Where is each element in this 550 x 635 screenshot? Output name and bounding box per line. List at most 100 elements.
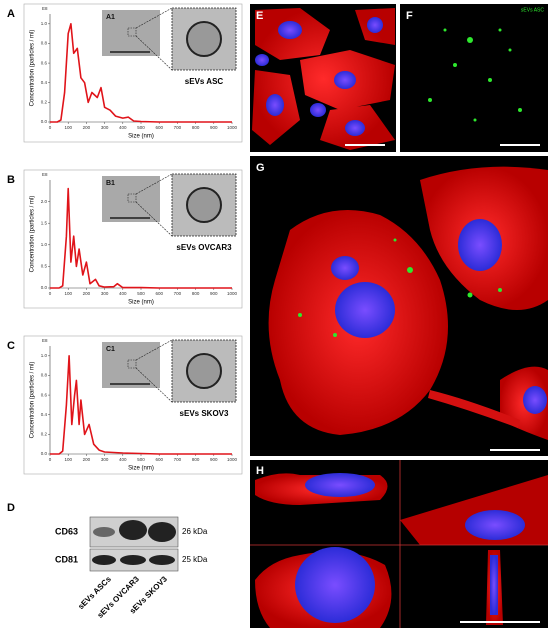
x-tick-label: 200 (83, 291, 91, 296)
x-tick-label: 200 (83, 457, 91, 462)
x-tick-label: 0 (49, 457, 52, 462)
zoom-line (135, 339, 173, 361)
zoom-line (135, 7, 173, 29)
y-axis-label: Concentration (particles / ml) (30, 30, 36, 107)
zoom-line (135, 173, 173, 195)
tem-image (102, 176, 160, 222)
x-tick-label: 600 (155, 125, 163, 130)
y-tick-label: 0.8 (41, 41, 48, 46)
y-tick-label: 0.0 (41, 285, 48, 290)
vesicle (186, 187, 222, 223)
x-tick-label: 800 (192, 125, 200, 130)
y-tick-label: 0.8 (41, 373, 48, 378)
data-line (50, 187, 232, 289)
x-tick-label: 1000 (227, 291, 238, 296)
size-label: 25 kDa (182, 555, 208, 564)
y-tick-label: 1.0 (41, 353, 48, 358)
x-axis-label: Size (nm) (128, 466, 154, 472)
y-tick-label: 0.2 (41, 432, 48, 437)
x-tick-label: 700 (174, 125, 182, 130)
inset-label: C1 (106, 346, 115, 353)
x-tick-label: 500 (137, 291, 145, 296)
y-tick-label: 0.0 (41, 119, 48, 124)
x-tick-label: 900 (210, 457, 218, 462)
tem-image (102, 342, 160, 388)
y-tick-label: 0.5 (41, 264, 48, 269)
x-tick-label: 400 (119, 125, 127, 130)
x-tick-label: 100 (64, 291, 72, 296)
caption: sEVs SKOV3 (180, 409, 229, 418)
vesicle (186, 353, 222, 389)
y-tick-label: 1.5 (41, 220, 48, 225)
x-tick-label: 0 (49, 291, 52, 296)
x-tick-label: 600 (155, 291, 163, 296)
image-h: H (250, 460, 548, 628)
zoom-line (135, 367, 173, 403)
chart: A 0 100 200 300 400 500 600 700 800 900 1000 0.0 0.2 0… (7, 3, 243, 143)
zoom-line (135, 35, 173, 71)
row-label: CD81 (55, 554, 78, 564)
y-tick-label: 0.4 (41, 80, 48, 85)
scale-label: E8 (42, 6, 48, 11)
size-label: 26 kDa (182, 527, 208, 536)
x-tick-label: 300 (101, 457, 109, 462)
panel-label: D (7, 502, 15, 514)
image-e: E (250, 4, 396, 152)
data-line (50, 355, 232, 455)
panel-label: A (7, 8, 15, 20)
caption: sEVs ASC (185, 77, 224, 86)
x-tick-label: 900 (210, 125, 218, 130)
zoom-box (127, 27, 137, 37)
scale-label: E8 (42, 338, 48, 343)
x-tick-label: 600 (155, 457, 163, 462)
panel-label: F (406, 10, 413, 22)
chart: C 0 100 200 300 400 500 600 700 800 900 1000 0.0 0.2 0… (7, 335, 243, 475)
zoom-box (127, 193, 137, 203)
x-tick-label: 1000 (227, 125, 238, 130)
data-line (50, 23, 232, 123)
panel-label: H (256, 465, 264, 477)
y-tick-label: 0.6 (41, 392, 48, 397)
x-tick-label: 200 (83, 125, 91, 130)
row-label: CD63 (55, 526, 78, 536)
panel-label: E (256, 10, 263, 22)
x-tick-label: 900 (210, 291, 218, 296)
channel-label: sEVs ASC (521, 7, 544, 13)
x-tick-label: 100 (64, 125, 72, 130)
x-tick-label: 500 (137, 457, 145, 462)
inset-label: A1 (106, 14, 115, 21)
y-tick-label: 0.0 (41, 451, 48, 456)
x-tick-label: 400 (119, 291, 127, 296)
x-tick-label: 300 (101, 291, 109, 296)
inset-label: B1 (106, 180, 115, 187)
x-tick-label: 0 (49, 125, 52, 130)
y-axis-label: Concentration (particles / ml) (30, 196, 36, 273)
caption: sEVs OVCAR3 (176, 243, 232, 252)
x-tick-label: 700 (174, 457, 182, 462)
zoom-line (135, 201, 173, 237)
x-tick-label: 700 (174, 291, 182, 296)
x-axis-label: Size (nm) (128, 300, 154, 306)
panel-label: C (7, 340, 15, 352)
x-tick-label: 1000 (227, 457, 238, 462)
image-f: F sEVs ASC (400, 4, 548, 152)
y-tick-label: 0.2 (41, 100, 48, 105)
x-tick-label: 100 (64, 457, 72, 462)
y-tick-label: 0.4 (41, 412, 48, 417)
image-g: G (250, 156, 548, 456)
y-tick-label: 1.0 (41, 242, 48, 247)
panel-label: G (256, 162, 265, 174)
x-axis-label: Size (nm) (128, 134, 154, 140)
y-tick-label: 0.6 (41, 60, 48, 65)
x-tick-label: 300 (101, 125, 109, 130)
x-tick-label: 800 (192, 457, 200, 462)
western-blot: D CD63 CD81 26 kDa 25 kDa sEVs ASCs sEVs… (7, 502, 208, 620)
panel-label: B (7, 174, 15, 186)
tem-image (102, 10, 160, 56)
x-tick-label: 800 (192, 291, 200, 296)
vesicle (186, 21, 222, 57)
x-tick-label: 500 (137, 125, 145, 130)
x-tick-label: 400 (119, 457, 127, 462)
y-tick-label: 2.0 (41, 199, 48, 204)
